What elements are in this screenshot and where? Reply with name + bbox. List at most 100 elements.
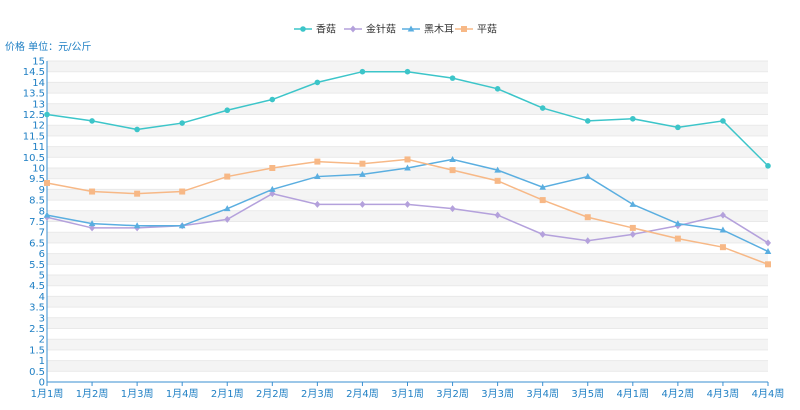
data-point [584,173,592,180]
y-tick-label: 5 [39,271,45,282]
y-tick-label: 2 [39,335,45,346]
plot-band [47,125,768,136]
legend-item-香菇[interactable]: 香菇 [294,23,336,36]
x-tick-label: 1月2周 [76,388,109,400]
data-point [178,222,186,229]
legend-item-黑木耳[interactable]: 黑木耳 [402,24,454,36]
y-tick-label: 6.5 [29,238,45,249]
y-tick-label: 7.5 [29,217,45,228]
data-point [720,118,726,124]
x-tick-label: 4月3周 [707,388,740,400]
y-tick-label: 13.5 [23,89,45,100]
data-point [314,158,321,165]
data-point [134,126,140,133]
series-黑木耳 [43,155,772,254]
data-point [494,177,501,184]
y-tick-label: 0.5 [29,367,45,378]
y-tick-label: 9 [39,185,45,196]
x-tick-label: 3月3周 [481,388,514,400]
x-tick-label: 3月2周 [436,388,469,400]
legend-item-平菇[interactable]: 平菇 [455,23,497,36]
data-point [539,197,546,204]
y-tick-label: 0 [39,378,45,389]
data-point [719,211,726,219]
data-point [765,163,771,169]
data-point [223,205,231,212]
legend-label: 金针菇 [366,23,396,36]
data-point [179,188,186,195]
data-point [269,96,276,103]
x-tick-label: 2月3周 [301,388,334,400]
data-point [89,224,96,232]
data-point [539,230,546,238]
x-tick-label: 2月1周 [211,388,244,400]
plot-band [47,61,768,72]
data-point [44,179,50,186]
legend-item-金针菇[interactable]: 金针菇 [344,23,396,36]
legend-marker [350,25,356,33]
x-tick-label: 4月4周 [752,388,785,400]
y-axis-label: 价格 单位：元/公斤 [5,40,92,53]
data-point [179,120,185,126]
data-point [359,170,366,177]
y-tick-label: 14.5 [23,67,45,78]
data-point [719,226,727,233]
data-point [404,68,411,75]
plot-band [47,232,768,243]
legend[interactable]: 香菇 金针菇 黑木耳 平菇 [294,23,497,36]
data-point [494,86,501,92]
data-point [629,224,636,231]
data-point [765,239,771,247]
y-tick-label: 4.5 [29,281,45,292]
y-tick-label: 3 [39,313,45,324]
y-tick-label: 4 [39,292,45,303]
x-tick-label: 1月3周 [121,388,154,400]
y-tick-label: 3.5 [29,303,45,314]
plot-band [47,275,768,286]
plot-band [47,253,768,265]
data-point [314,200,321,208]
data-point [674,235,681,242]
plot-band [47,317,768,329]
y-tick-label: 10 [32,164,45,175]
legend-label: 香菇 [316,23,336,36]
y-tick-label: 7 [39,228,45,239]
data-point [449,155,456,162]
y-tick-label: 12 [32,121,45,132]
y-tick-label: 6 [39,249,45,260]
y-tick-label: 1 [39,356,45,367]
x-tick-label: 3月5周 [571,388,604,400]
y-tick-label: 15 [32,57,45,68]
series-layer [43,68,772,268]
data-point [224,173,231,180]
x-tick-labels: 1月1周 1月2周 1月3周 1月4周 2月1周 2月2周 2月3周 2月4周 3月1周 3月2周… [31,388,785,400]
y-tick-label: 9.5 [29,174,45,185]
data-point [584,214,591,221]
data-point [43,211,51,218]
data-point [134,190,141,197]
data-point [539,105,546,111]
legend-label: 平菇 [477,23,497,36]
data-point [494,211,501,219]
data-point [449,205,456,213]
data-point [88,220,96,227]
plot-band [47,339,768,350]
data-point [629,200,637,207]
y-tick-label: 2.5 [29,324,45,335]
y-tick-label: 1.5 [29,345,45,356]
data-point [764,247,772,254]
y-tick-label: 11.5 [23,131,45,142]
data-point [719,244,726,251]
y-tick-label: 5.5 [29,260,45,271]
data-point [89,188,96,195]
y-tick-label: 8 [39,206,45,217]
data-point [224,215,231,223]
data-point [314,173,321,180]
plot-band [47,168,768,179]
x-tick-label: 4月1周 [616,388,649,400]
data-point [674,220,682,227]
x-tick-label: 3月4周 [526,388,559,400]
data-point [269,185,276,192]
legend-marker [461,26,467,32]
x-tick-label: 3月1周 [391,388,424,400]
